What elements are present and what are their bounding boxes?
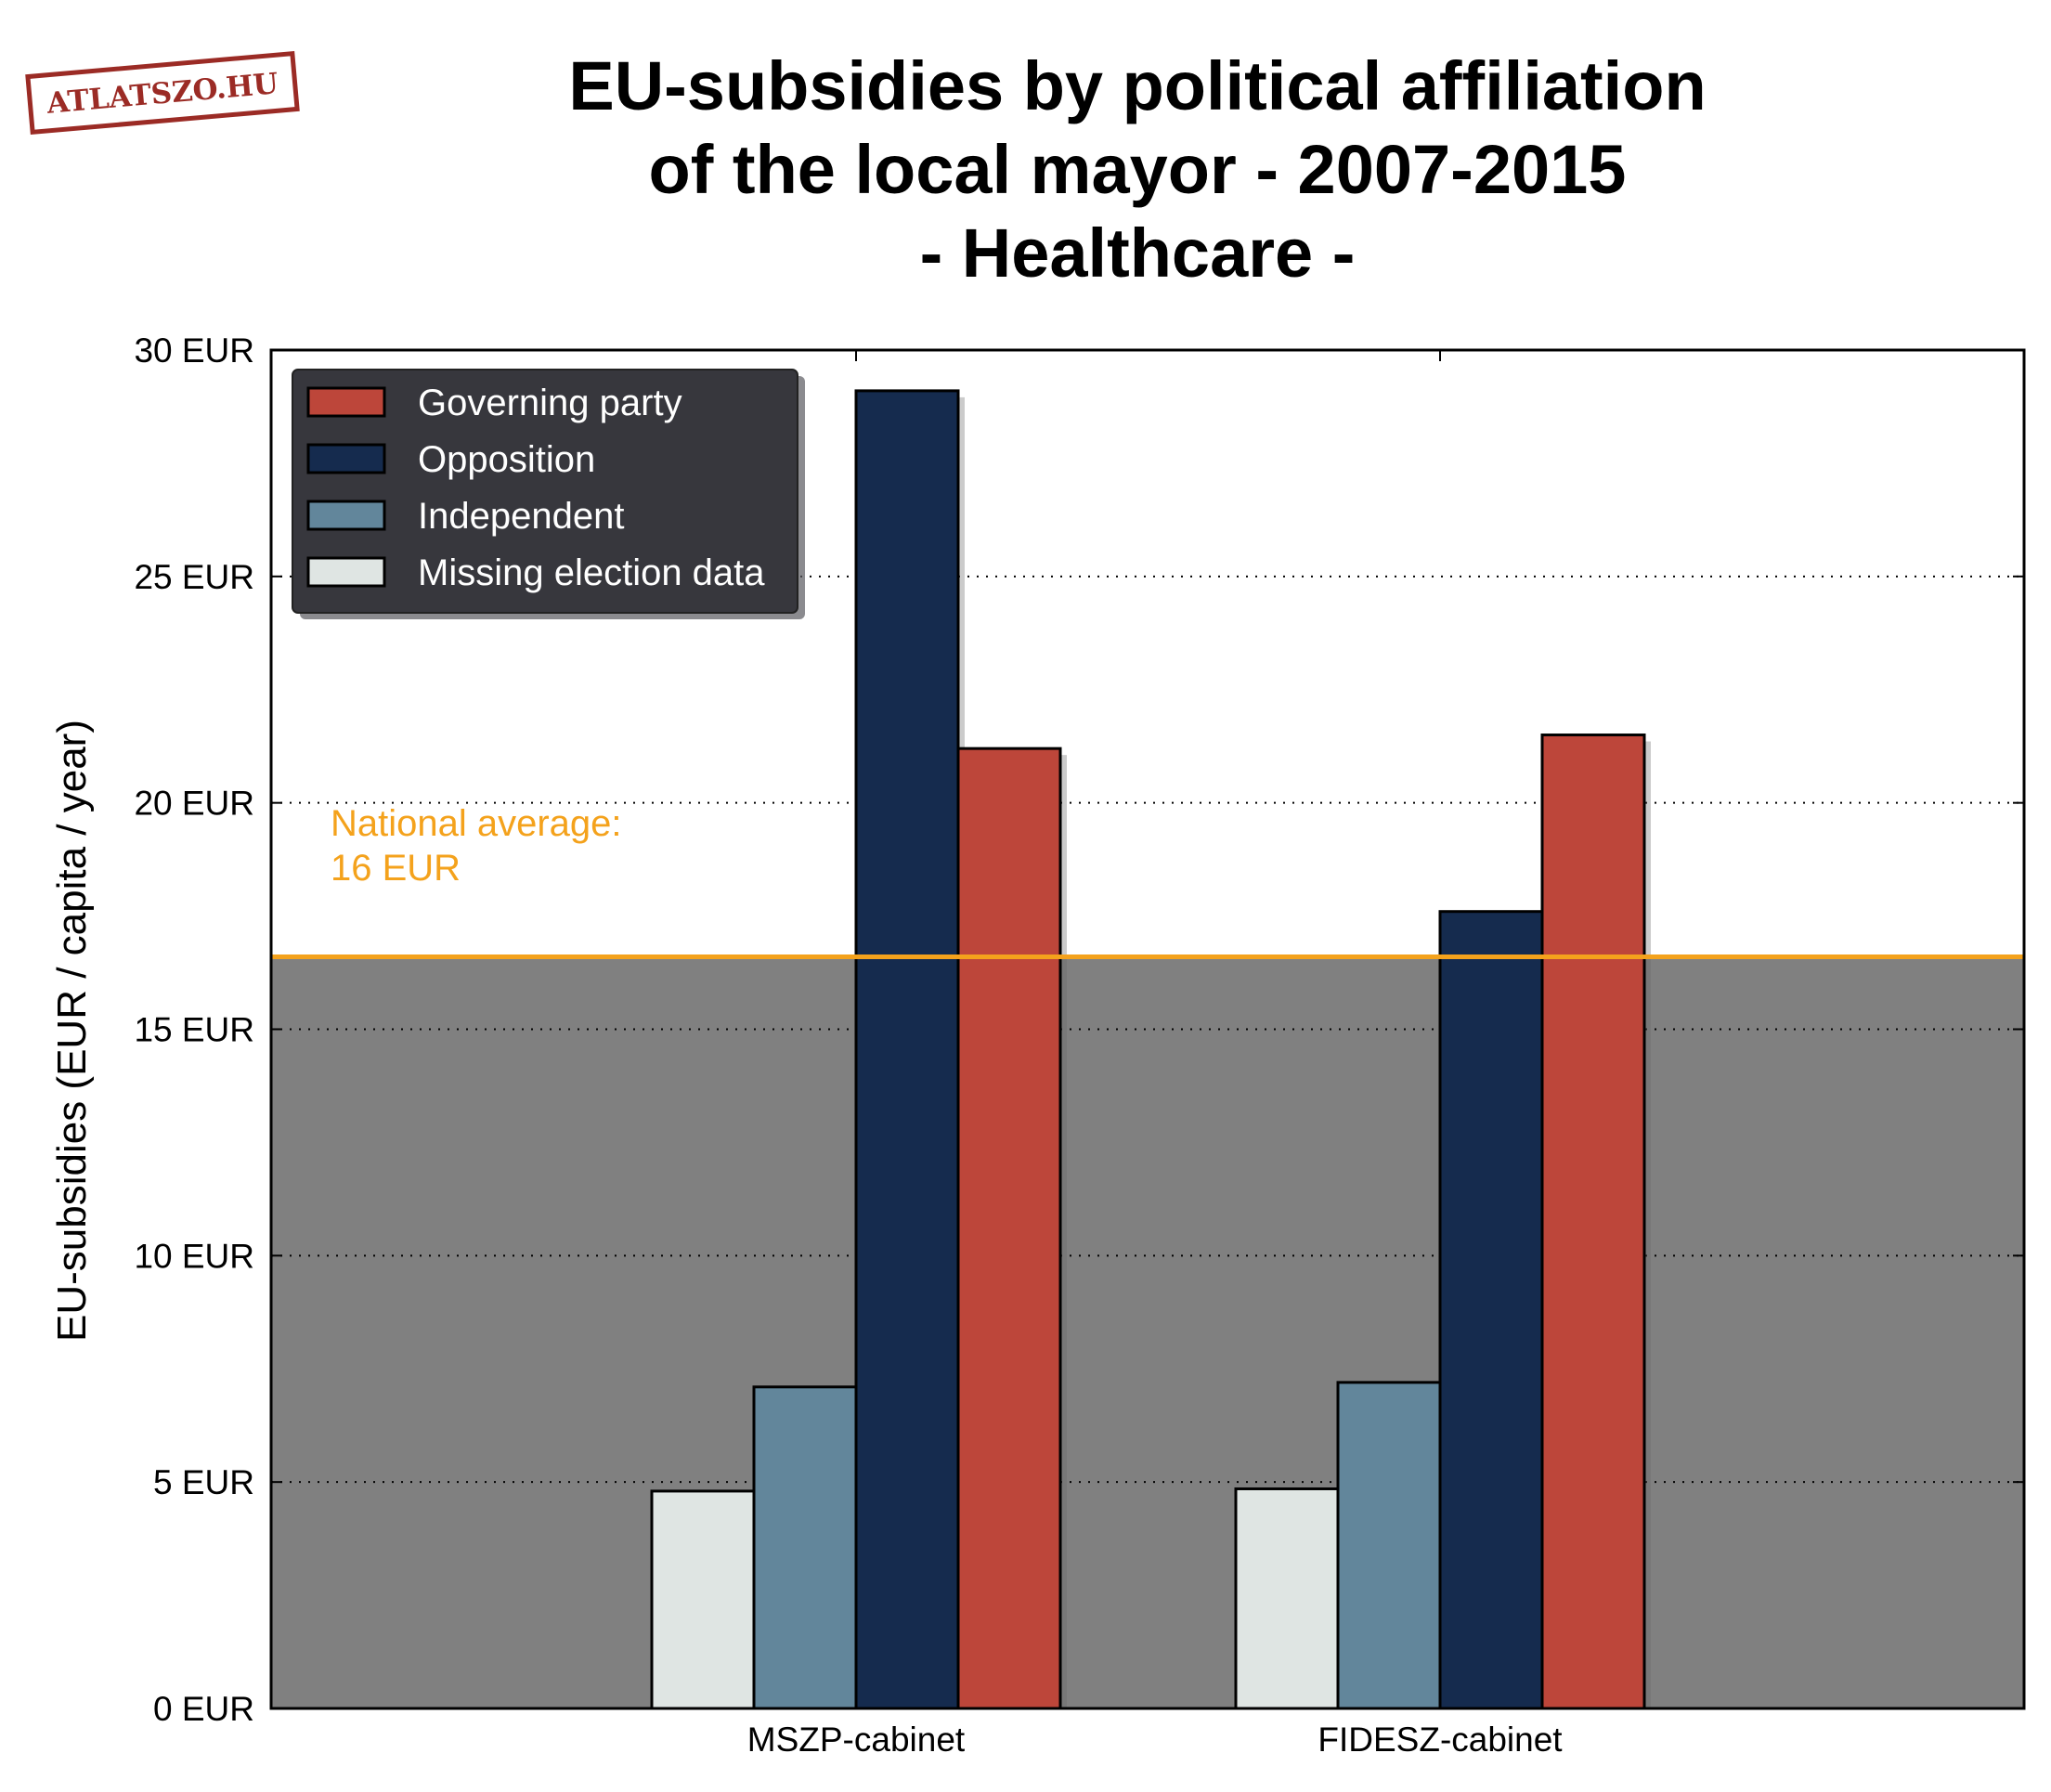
y-tick-label-0: 0 EUR: [153, 1690, 254, 1728]
bar-fidesz-cabinet-governing-party: [1540, 734, 1646, 1710]
chart-title-line-1: EU-subsidies by political affiliation: [568, 47, 1706, 124]
bar-mszp-cabinet-opposition: [854, 389, 960, 1710]
bar-fidesz-cabinet-independent: [1336, 1381, 1442, 1710]
legend-items: Governing party Opposition Independent Miss…: [306, 383, 765, 593]
national-average-label-line-1: National average:: [331, 803, 622, 844]
logo-stamp: ATLATSZO.HU: [25, 50, 300, 136]
x-category-label-fidesz: FIDESZ-cabinet: [1318, 1721, 1563, 1759]
chart-title-line-3: - Healthcare -: [920, 214, 1356, 292]
y-axis-label: EU-subsidies (EUR / capita / year): [49, 720, 95, 1342]
y-tick-label-30: 30 EUR: [134, 331, 254, 370]
legend-label-missing-election-data: Missing election data: [418, 552, 765, 593]
bar-mszp-cabinet-governing-party: [956, 747, 1062, 1710]
legend-swatch-governing-party: [306, 386, 386, 418]
y-tick-label-5: 5 EUR: [153, 1463, 254, 1501]
legend-swatch-independent: [306, 500, 386, 531]
legend-box: [292, 369, 798, 614]
y-tick-label-15: 15 EUR: [134, 1011, 254, 1049]
y-tick-label-20: 20 EUR: [134, 785, 254, 823]
y-tick-label-25: 25 EUR: [134, 558, 254, 596]
y-tick-labels: 0 EUR 5 EUR 10 EUR 15 EUR 20 EUR 25 EUR 30 EUR: [134, 331, 254, 1728]
below-average-fill: [271, 956, 2024, 1708]
national-average-label-line-2: 16 EUR: [331, 848, 461, 889]
legend-swatch-missing-election-data: [306, 556, 386, 588]
bar-fidesz-cabinet-missing-election-data: [1234, 1487, 1340, 1710]
legend: Governing party Opposition Independent Miss…: [292, 369, 805, 619]
legend-label-governing-party: Governing party: [418, 383, 682, 423]
y-tick-label-10: 10 EUR: [134, 1237, 254, 1275]
legend-label-independent: Independent: [418, 496, 624, 537]
axis-ticks: [271, 349, 2024, 1709]
chart-title-line-2: of the local mayor - 2007-2015: [649, 131, 1627, 208]
legend-swatch-opposition: [306, 443, 386, 474]
bar-mszp-cabinet-independent: [752, 1385, 858, 1710]
legend-label-opposition: Opposition: [418, 439, 595, 480]
logo-border: [25, 50, 300, 136]
bar-fidesz-cabinet-opposition: [1438, 910, 1544, 1710]
bar-mszp-cabinet-missing-election-data: [650, 1489, 756, 1710]
x-category-label-mszp: MSZP-cabinet: [747, 1721, 966, 1759]
bars: [650, 389, 1651, 1710]
